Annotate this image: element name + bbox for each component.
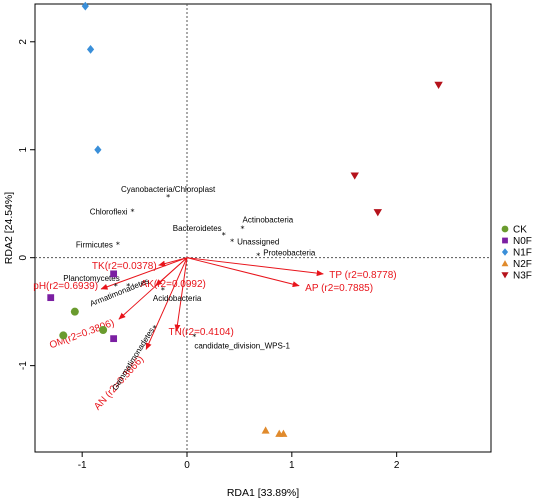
axis-ticks: -1 0 1 2 -1 0 1 2	[18, 39, 400, 471]
env-vector-label: TP (r2=0.8778)	[329, 270, 396, 281]
taxon-point: *	[230, 237, 234, 246]
taxon-label: Actinobacteria	[243, 216, 294, 225]
plot-frame	[34, 3, 492, 453]
env-vector-label: OM(r2=0.3806)	[48, 318, 116, 352]
legend-label-n2f: N2F	[513, 259, 532, 270]
taxon-label: Unassigned	[237, 237, 279, 246]
taxon-label: Chloroflexi	[90, 207, 128, 216]
taxon-point: *	[192, 332, 196, 341]
taxon-label: Proteobacteria	[263, 249, 316, 258]
taxon-label: candidate_division_WPS-1	[194, 341, 290, 350]
sample-point-n2f	[261, 426, 270, 434]
legend-label-n0f: N0F	[513, 236, 532, 247]
sample-point-n1f	[94, 145, 102, 155]
legend-marker-n3f	[501, 272, 509, 279]
env-vector-label: AK(r2=0.0992)	[141, 279, 206, 290]
taxon-point: *	[256, 252, 260, 261]
sample-point-n1f	[86, 44, 95, 54]
legend-marker-n0f	[502, 237, 508, 244]
sample-point-n3f	[434, 81, 443, 89]
reference-lines	[35, 4, 491, 452]
taxon-point: *	[126, 282, 130, 291]
taxon-label: Firmicutes	[76, 241, 113, 250]
env-vector-label: TK(r2=0.0378)	[92, 261, 157, 272]
sample-point-ck	[59, 331, 68, 340]
legend-label-n3f: N3F	[513, 271, 532, 282]
x-axis-title: RDA1 [33.89%]	[227, 487, 299, 499]
env-vector-label: AP (r2=0.7885)	[305, 283, 373, 294]
y-tick-label: -1	[18, 361, 29, 370]
sample-points	[47, 1, 443, 437]
sample-point-n3f	[350, 172, 359, 180]
legend-marker-n1f	[501, 248, 509, 256]
sample-point-n0f	[110, 270, 118, 278]
y-tick-label: 2	[18, 39, 29, 45]
taxon-label: Cyanobacteria/Chloroplast	[121, 185, 216, 194]
taxon-label: Bacteroidetes	[173, 224, 222, 233]
taxon-point: *	[116, 241, 120, 250]
taxon-point: *	[114, 282, 118, 291]
taxon-point: *	[161, 286, 165, 295]
env-vector-arrow	[174, 257, 188, 332]
env-vector-label: pH(r2=0.6939)	[33, 281, 98, 292]
sample-point-n2f	[279, 429, 288, 437]
sample-point-ck	[99, 326, 108, 335]
legend-label-ck: CK	[513, 225, 527, 236]
taxon-point: *	[130, 207, 134, 216]
taxon-point: *	[153, 324, 157, 333]
x-tick-label: 0	[184, 460, 190, 471]
y-tick-label: 0	[18, 254, 29, 260]
legend-marker-n2f	[501, 260, 509, 267]
taxon-label: Planctomycetes	[63, 274, 119, 283]
x-tick-label: -1	[78, 460, 87, 471]
env-vector-label: TN(r2=0.4104)	[169, 327, 234, 338]
legend-marker-ck	[501, 225, 509, 233]
legend-label-n1f: N1F	[513, 248, 532, 259]
sample-point-n0f	[110, 335, 118, 343]
y-tick-label: 1	[18, 147, 29, 153]
sample-point-ck	[70, 307, 79, 316]
sample-point-n1f	[81, 1, 89, 11]
taxon-point: *	[241, 225, 245, 234]
env-vector-arrow	[100, 257, 188, 290]
taxon-label: Gemmatimonadetes	[110, 326, 156, 392]
env-vector-arrow	[186, 257, 324, 277]
x-tick-label: 2	[394, 460, 400, 471]
sample-point-n0f	[47, 294, 55, 302]
env-vector-arrow	[118, 257, 188, 320]
y-axis-title: RDA2 [24.54%]	[3, 192, 15, 264]
taxon-point: *	[222, 231, 226, 240]
taxon-point: *	[166, 193, 170, 202]
x-tick-label: 1	[289, 460, 295, 471]
sample-point-n3f	[373, 209, 382, 217]
env-vector-arrow	[145, 257, 188, 350]
taxon-label: Acidobacteria	[153, 294, 202, 303]
env-vector-arrow	[186, 257, 300, 288]
